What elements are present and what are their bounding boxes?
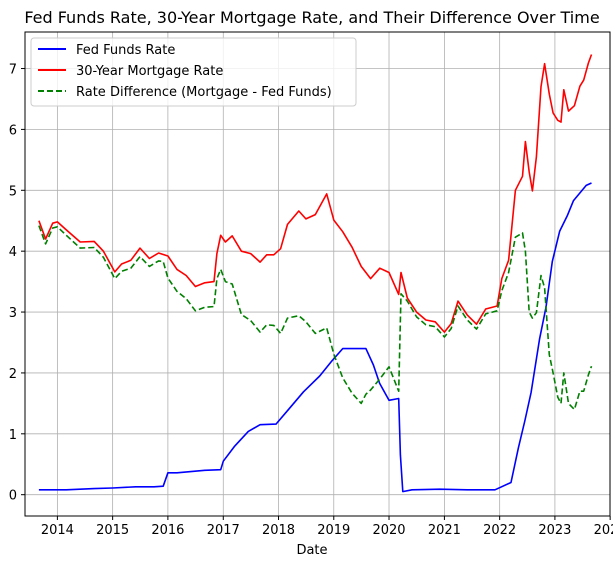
legend-label-mortgage: 30-Year Mortgage Rate	[76, 64, 223, 79]
x-tick-label: 2014	[41, 523, 74, 538]
legend-label-fed-funds: Fed Funds Rate	[76, 43, 175, 58]
x-tick-label: 2018	[262, 523, 295, 538]
legend: Fed Funds Rate 30-Year Mortgage Rate Rat…	[30, 37, 357, 107]
y-tick-label: 4	[9, 245, 17, 260]
y-tick-label: 6	[9, 123, 17, 138]
y-tick-label: 5	[9, 184, 17, 199]
x-axis-label: Date	[296, 543, 327, 557]
x-tick-label: 2017	[207, 523, 240, 538]
series-layer	[38, 54, 593, 493]
x-tick-label: 2024	[594, 523, 613, 538]
rate-difference-line	[38, 225, 593, 411]
x-tick-label: 2022	[483, 523, 516, 538]
x-tick-label: 2016	[151, 523, 184, 538]
fed-funds-rate-line	[38, 182, 592, 493]
x-tick-label: 2023	[538, 523, 571, 538]
legend-label-difference: Rate Difference (Mortgage - Fed Funds)	[76, 85, 332, 100]
y-tick-label: 7	[9, 63, 17, 78]
tick-layer: 2014 2015 2016 2017 2018 2019 2020 2021 2022 2023…	[9, 63, 613, 538]
y-tick-label: 2	[9, 367, 17, 382]
y-tick-label: 3	[9, 306, 17, 321]
x-tick-label: 2019	[317, 523, 350, 538]
chart-title: Fed Funds Rate, 30-Year Mortgage Rate, a…	[24, 8, 599, 27]
legend-box	[30, 37, 357, 107]
y-tick-label: 0	[9, 489, 17, 504]
mortgage-rate-line	[38, 54, 593, 333]
plot-frame	[24, 31, 611, 517]
x-tick-label: 2021	[428, 523, 461, 538]
x-tick-label: 2020	[372, 523, 405, 538]
y-tick-label: 1	[9, 428, 17, 443]
x-tick-label: 2015	[96, 523, 129, 538]
